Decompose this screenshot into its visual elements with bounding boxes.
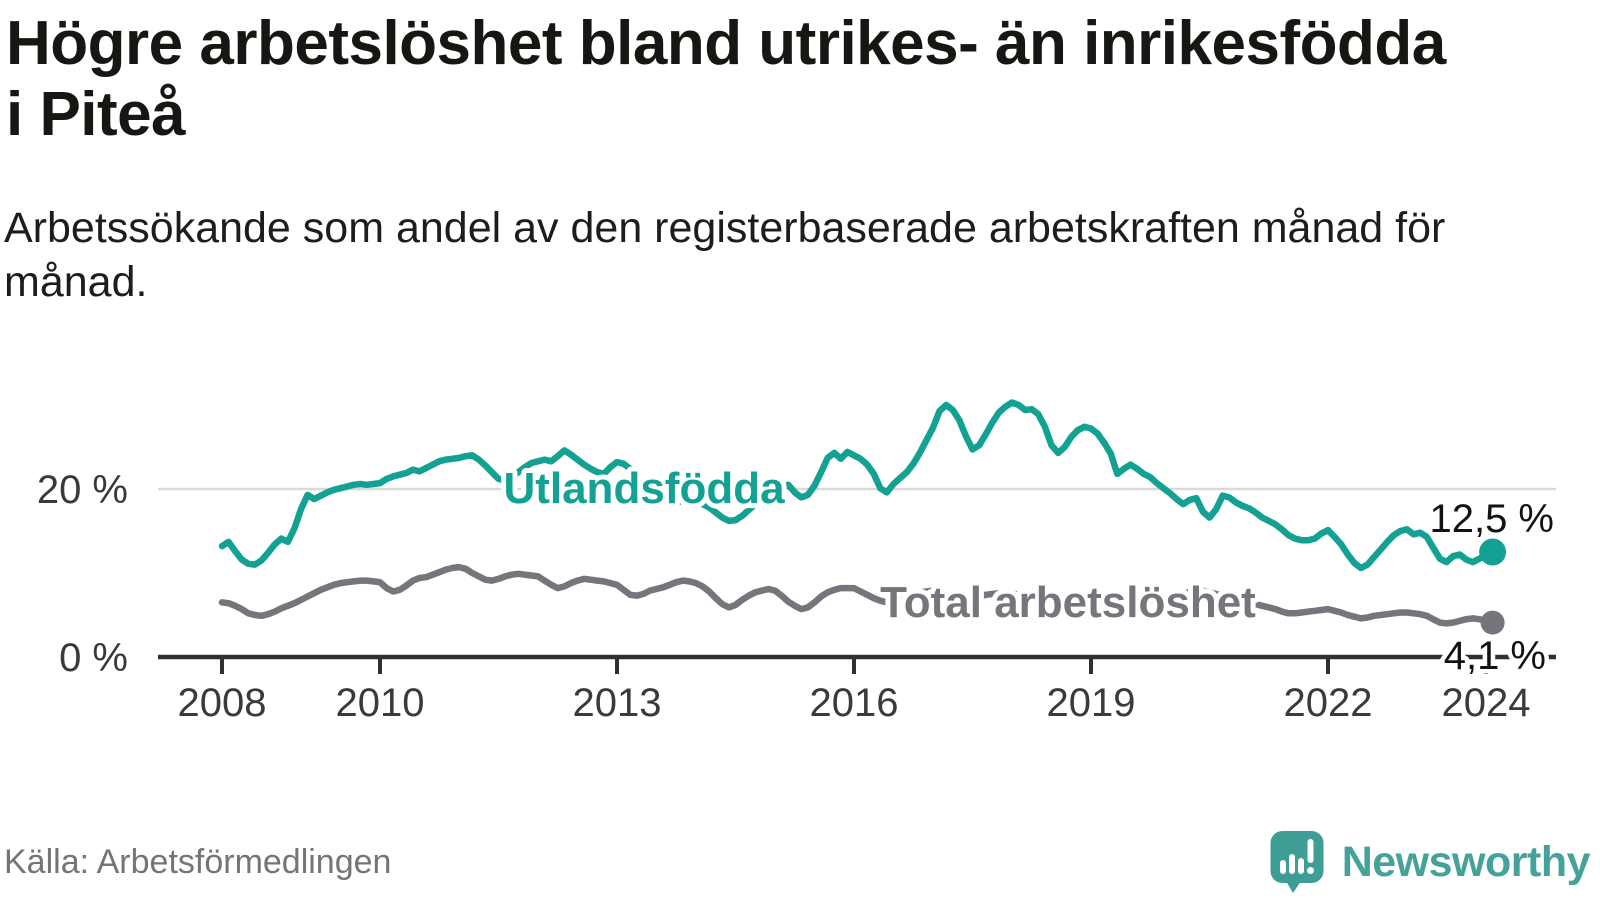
x-tick-label-2024: 2024 (1442, 681, 1531, 725)
x-tick-label-2019: 2019 (1047, 681, 1136, 725)
end-dot-utlandsfodda (1479, 538, 1507, 566)
series-line-utlandsfodda (218, 399, 1496, 572)
newsworthy-logo-icon (1270, 831, 1324, 893)
x-tick-label-2016: 2016 (810, 681, 899, 725)
x-axis-labels: 2008 2010 2013 2016 2019 2022 2024 (178, 681, 1531, 725)
y-tick-label-0: 0 % (59, 636, 128, 680)
series-label-total: Total arbetslöshet (880, 578, 1256, 627)
y-tick-label-20: 20 % (37, 468, 128, 512)
end-value-label-utlandsfodda: 12,5 % (1429, 497, 1554, 541)
x-tick-label-2008: 2008 (178, 681, 267, 725)
x-axis-ticks (220, 657, 1488, 674)
brand-lockup: Newsworthy (1270, 830, 1591, 894)
brand-name: Newsworthy (1341, 837, 1591, 886)
series-line-total (218, 563, 1496, 627)
series-label-utlandsfodda: Utlandsfödda (503, 464, 785, 513)
source-note: Källa: Arbetsförmedlingen (4, 843, 392, 881)
chart-subtitle: Arbetssökande som andel av den registerb… (4, 204, 1446, 306)
page-title: Högre arbetslöshet bland utrikes- än inr… (6, 9, 1446, 150)
x-tick-label-2010: 2010 (336, 681, 425, 725)
end-dot-total (1480, 610, 1505, 635)
x-tick-label-2013: 2013 (573, 681, 662, 725)
end-value-label-total: 4,1 % (1444, 634, 1546, 678)
x-tick-label-2022: 2022 (1284, 681, 1373, 725)
